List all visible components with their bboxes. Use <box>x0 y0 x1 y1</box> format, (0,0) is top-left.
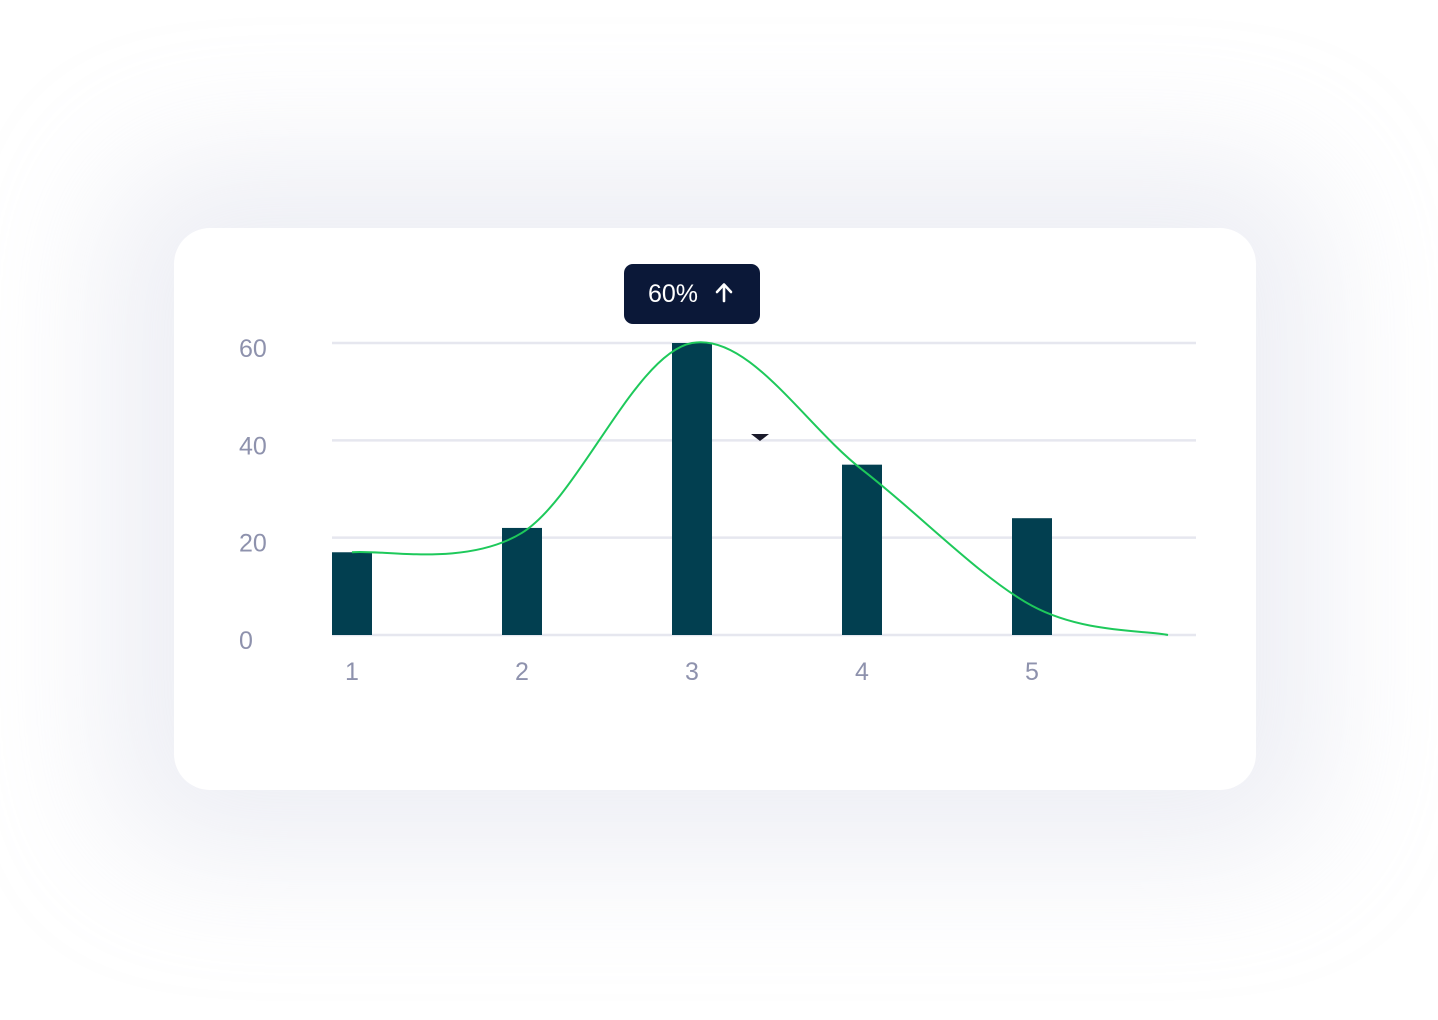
x-axis-ticks: 1 2 3 4 5 <box>345 658 1039 686</box>
y-tick-label: 20 <box>239 530 267 558</box>
tooltip-value: 60% <box>648 280 698 308</box>
grid-lines <box>332 341 1196 637</box>
x-tick-label: 2 <box>515 658 529 686</box>
bar-2 <box>502 527 542 635</box>
bars <box>332 343 1052 635</box>
y-tick-label: 40 <box>239 432 267 460</box>
y-tick-label: 60 <box>239 335 267 363</box>
arrow-up-icon <box>715 283 733 303</box>
tooltip-background <box>624 264 760 324</box>
bar-4 <box>842 464 882 635</box>
value-tooltip: 60% <box>624 264 760 324</box>
x-tick-label: 3 <box>685 658 699 686</box>
x-tick-label: 4 <box>855 658 869 686</box>
bar-1 <box>332 552 372 635</box>
y-tick-label: 0 <box>239 627 253 655</box>
y-axis-ticks: 0 20 40 60 <box>239 335 267 655</box>
bar-3 <box>672 343 712 635</box>
x-tick-label: 1 <box>345 658 359 686</box>
trend-line <box>351 341 1169 636</box>
hover-marker-icon <box>751 434 769 441</box>
x-tick-label: 5 <box>1025 658 1039 686</box>
bar-5 <box>1012 518 1052 635</box>
